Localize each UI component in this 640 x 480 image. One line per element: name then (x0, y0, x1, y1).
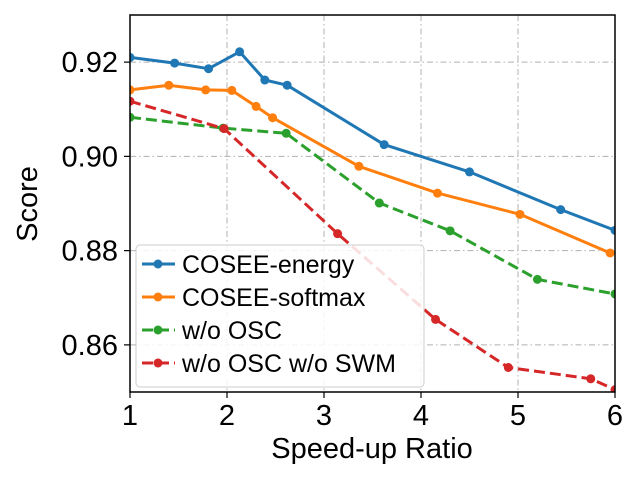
y-axis-label: Score (12, 166, 44, 242)
data-point-w-o-osc (610, 289, 615, 299)
data-point-w-o-osc-w-o-swm (431, 314, 441, 324)
series-line-cosee-softmax (130, 83, 611, 255)
legend-marker-w-o-osc (153, 325, 163, 335)
data-point-cosee-softmax (201, 85, 211, 95)
x-tick-label: 5 (510, 400, 526, 432)
data-point-w-o-osc (374, 198, 384, 208)
data-point-w-o-osc-w-o-swm (333, 229, 343, 239)
series-w-o-osc (130, 112, 615, 299)
y-tick-label: 0.92 (62, 47, 118, 79)
series-cosee-softmax (130, 80, 615, 258)
series-line-cosee-energy (130, 50, 615, 232)
data-point-w-o-osc (445, 226, 455, 236)
series-layer (130, 47, 615, 392)
data-point-w-o-osc-w-o-swm (586, 374, 596, 384)
legend-label-cosee-softmax: COSEE-softmax (182, 284, 366, 312)
legend-label-cosee-energy: COSEE-energy (182, 251, 355, 279)
data-point-w-o-osc-w-o-swm (130, 96, 135, 106)
y-tick-label: 0.90 (62, 141, 118, 173)
x-tick-label: 2 (219, 400, 235, 432)
legend-label-w-o-osc: w/o OSC (181, 317, 282, 345)
legend-label-w-o-osc-w-o-swm: w/o OSC w/o SWM (181, 350, 396, 378)
data-point-cosee-softmax (130, 85, 135, 95)
legend-marker-cosee-softmax (153, 292, 163, 302)
data-point-w-o-osc-w-o-swm (503, 362, 513, 372)
axis-ticks: 1 2 3 4 5 6 0.86 0.88 0.90 0.92 (62, 47, 624, 432)
y-tick-label: 0.88 (62, 236, 118, 268)
plot-frame (129, 14, 616, 393)
x-tick-label: 1 (122, 400, 138, 432)
legend-box (135, 244, 425, 388)
data-point-cosee-softmax (605, 248, 615, 258)
data-point-w-o-osc-w-o-swm (610, 385, 615, 392)
x-axis-label: Speed-up Ratio (271, 433, 473, 465)
data-point-cosee-softmax (227, 85, 237, 95)
data-point-cosee-energy (130, 52, 135, 62)
data-point-cosee-softmax (432, 188, 442, 198)
y-tick-label: 0.86 (62, 330, 118, 362)
data-point-w-o-osc (281, 128, 291, 138)
data-point-w-o-osc (532, 274, 542, 284)
data-point-cosee-softmax (164, 80, 174, 90)
data-point-cosee-energy (465, 167, 474, 177)
series-cosee-energy (130, 47, 615, 235)
data-point-cosee-energy (282, 80, 292, 90)
x-tick-label: 3 (316, 400, 332, 432)
data-point-cosee-energy (170, 58, 180, 68)
data-point-w-o-osc (130, 112, 135, 122)
legend: COSEE-energy COSEE-softmax w/o OSC w/o OSC … (135, 244, 425, 388)
data-point-cosee-softmax (354, 161, 364, 171)
data-point-cosee-softmax (251, 101, 261, 111)
data-point-w-o-osc-w-o-swm (219, 124, 229, 134)
x-tick-label: 4 (413, 400, 429, 432)
data-point-cosee-energy (556, 205, 566, 215)
legend-marker-w-o-osc-w-o-swm (153, 358, 163, 368)
data-point-cosee-energy (235, 47, 245, 57)
series-w-o-osc-w-o-swm (130, 96, 615, 392)
data-point-cosee-energy (379, 140, 389, 150)
x-tick-label: 6 (607, 400, 623, 432)
legend-marker-cosee-energy (153, 259, 163, 269)
data-point-cosee-energy (610, 225, 615, 235)
data-point-cosee-energy (260, 75, 270, 85)
data-point-cosee-softmax (515, 209, 525, 219)
data-point-cosee-energy (204, 64, 214, 74)
data-point-cosee-softmax (268, 113, 278, 123)
